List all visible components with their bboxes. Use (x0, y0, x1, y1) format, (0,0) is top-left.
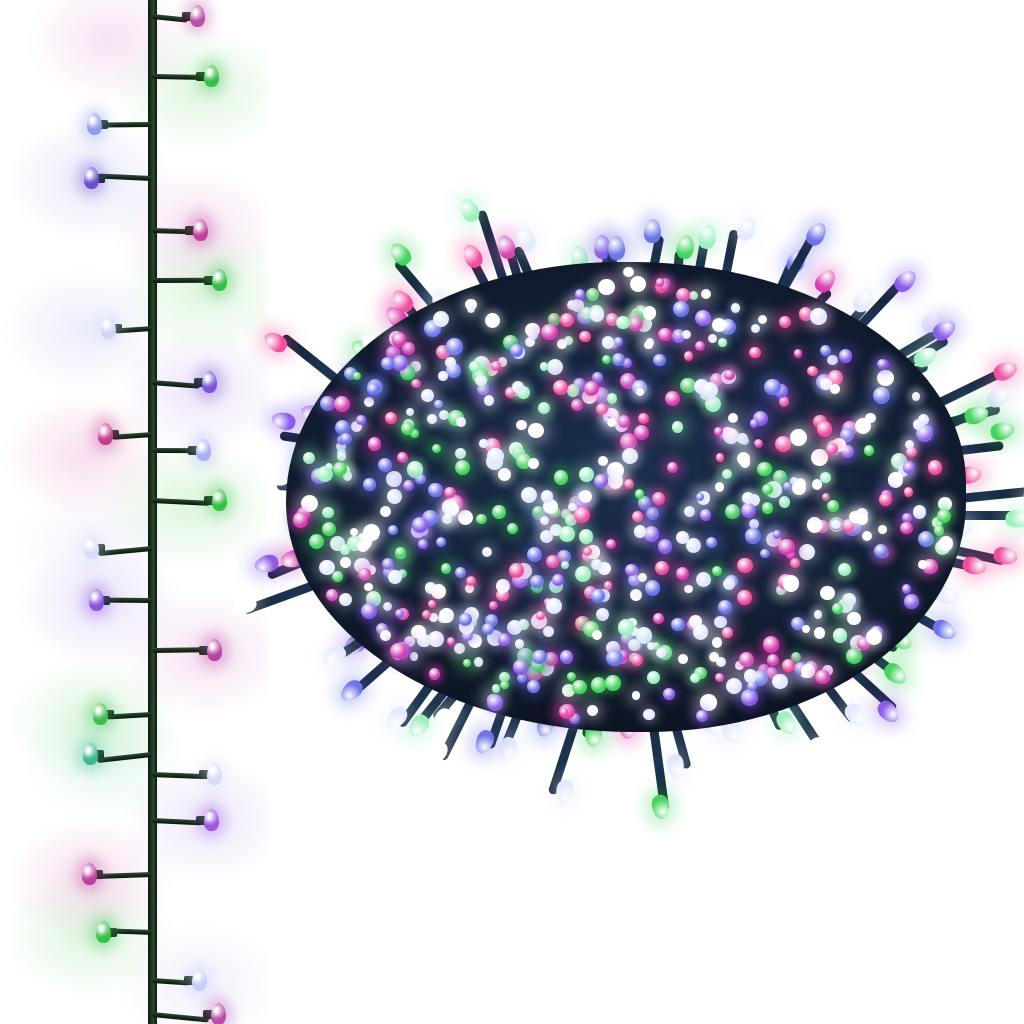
led-cluster-bundle (230, 195, 1024, 821)
cluster-tendril-led (988, 419, 1017, 442)
strand-bulb (97, 423, 113, 445)
strand-bulb (212, 489, 228, 511)
cluster-tendril-led (696, 223, 719, 251)
strand-bulb (100, 317, 116, 339)
strand-bulb (204, 65, 220, 87)
strand-branch-wire (95, 872, 153, 879)
strand-bulb-base (110, 324, 122, 333)
strand-bulb-base (105, 928, 117, 937)
strand-branch-wire (100, 122, 153, 128)
cluster-tendril-led (269, 409, 297, 432)
cluster-tendril-led (495, 735, 520, 764)
strand-bulb-base (196, 72, 208, 81)
strand-branch-wire (97, 752, 153, 764)
cluster-tendril-led (873, 697, 903, 727)
strand-bulb (203, 809, 219, 831)
strand-branch-wire (151, 772, 206, 780)
cluster-tendril-led (607, 235, 626, 261)
cluster-tendril-led (811, 266, 840, 297)
strand-branch-wire (151, 818, 203, 826)
strand-bulb-base (194, 378, 206, 387)
cluster-tendril-led (642, 218, 662, 244)
strand-bulb (95, 921, 111, 943)
cluster-tendril-led (459, 241, 486, 271)
strand-bulb-base (98, 596, 110, 605)
strand-bulb (202, 371, 218, 393)
cluster-tendril-led (734, 214, 759, 243)
strand-branch-wire (151, 277, 211, 283)
strand-bulb (83, 743, 99, 765)
cluster-tendril-led (674, 233, 696, 260)
strand-branch-wire (151, 74, 203, 80)
cluster-tendril-led (1004, 509, 1024, 529)
strand-bulb-base (94, 544, 106, 553)
strand-bulb (189, 5, 205, 27)
strand-bulb (81, 863, 97, 885)
strand-bulb (206, 639, 222, 661)
strand-bulb-base (107, 430, 119, 439)
strand-branch-wire (98, 546, 153, 557)
vertical-led-strand (0, 0, 268, 1024)
strand-bulb-base (181, 12, 193, 21)
strand-bulb (196, 439, 212, 461)
strand-branch-wire (151, 380, 201, 389)
strand-branch-wire (102, 597, 153, 603)
strand-bulb-base (96, 120, 108, 129)
strand-bulb-base (204, 276, 216, 285)
strand-bulb (192, 219, 208, 241)
strand-bulb (84, 537, 100, 559)
strand-bulb-base (203, 1010, 215, 1019)
strand-bulb (212, 269, 228, 291)
strand-bulb-base (195, 816, 207, 825)
strand-main-wire (148, 0, 157, 1024)
strand-bulb-base (198, 646, 210, 655)
strand-bulb (211, 1003, 227, 1024)
strand-bulb-base (103, 710, 115, 719)
cluster-core-mass (286, 262, 966, 732)
strand-branch-wire (97, 173, 153, 181)
strand-bulb-base (184, 226, 196, 235)
strand-bulb (86, 113, 102, 135)
cluster-tendril-led (261, 328, 291, 357)
strand-bulb-base (184, 976, 196, 985)
cluster-tendril-led (651, 794, 671, 821)
strand-bulb (88, 589, 104, 611)
cluster-tendril-led (385, 239, 415, 269)
strand-bulb (207, 763, 223, 785)
strand-bulb-base (204, 496, 216, 505)
strand-branch-wire (151, 647, 205, 653)
strand-bulb (93, 703, 109, 725)
strand-bulb-base (93, 174, 105, 183)
strand-bulb-base (93, 750, 105, 759)
cluster-tendril-led (930, 616, 960, 644)
strand-bulb-base (91, 870, 103, 879)
strand-branch-wire (151, 1012, 210, 1023)
strand-bulb-base (188, 446, 200, 455)
strand-bulb (192, 969, 208, 991)
strand-branch-wire (151, 498, 211, 506)
strand-bulb (83, 167, 99, 189)
strand-bulb-base (199, 770, 211, 779)
